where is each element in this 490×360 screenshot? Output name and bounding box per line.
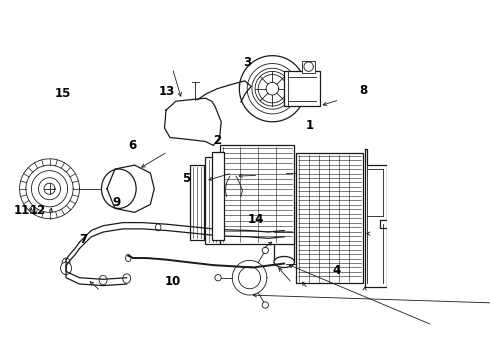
Text: 14: 14	[247, 213, 264, 226]
Text: 6: 6	[128, 139, 136, 152]
Text: 3: 3	[244, 57, 252, 69]
Text: 12: 12	[29, 204, 46, 217]
Text: 1: 1	[305, 120, 314, 132]
Ellipse shape	[282, 260, 287, 267]
Bar	[302, 61, 315, 73]
Ellipse shape	[125, 255, 131, 262]
Ellipse shape	[282, 169, 287, 177]
Ellipse shape	[231, 171, 235, 175]
Bar	[274, 202, 294, 262]
Ellipse shape	[61, 262, 72, 275]
Ellipse shape	[274, 256, 294, 267]
Ellipse shape	[62, 258, 70, 267]
Text: 11: 11	[14, 204, 30, 217]
Text: 5: 5	[182, 172, 190, 185]
Ellipse shape	[215, 275, 221, 281]
Text: 8: 8	[359, 84, 368, 97]
Bar	[190, 165, 204, 240]
Ellipse shape	[262, 302, 269, 308]
Text: 2: 2	[213, 134, 221, 147]
Ellipse shape	[230, 170, 236, 176]
Bar	[220, 145, 294, 244]
Ellipse shape	[99, 275, 107, 285]
Text: 9: 9	[112, 196, 121, 209]
Bar	[296, 153, 363, 283]
Text: 7: 7	[79, 233, 88, 246]
Ellipse shape	[274, 197, 294, 208]
Ellipse shape	[267, 229, 273, 235]
Text: 10: 10	[164, 275, 180, 288]
Text: 13: 13	[158, 85, 175, 98]
Ellipse shape	[155, 224, 161, 231]
Bar	[212, 152, 223, 240]
Text: 15: 15	[54, 87, 71, 100]
Ellipse shape	[219, 226, 224, 233]
Text: 4: 4	[332, 264, 341, 277]
Ellipse shape	[262, 247, 269, 253]
Ellipse shape	[123, 274, 131, 283]
Bar	[284, 71, 319, 106]
Bar	[205, 157, 220, 244]
